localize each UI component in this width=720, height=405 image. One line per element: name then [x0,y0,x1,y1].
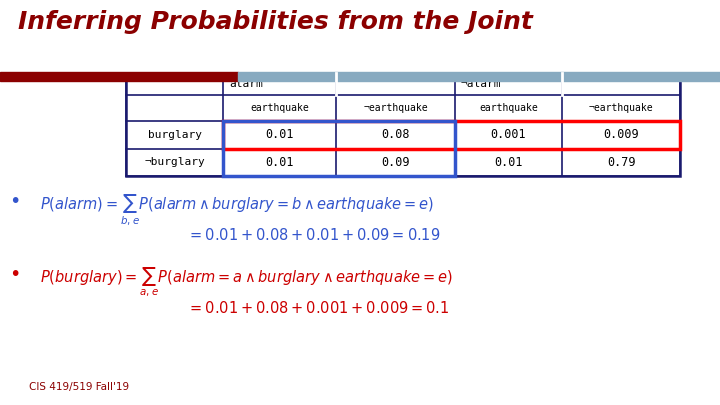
Text: $P(alarm) = \sum_{b,e} P(alarm \wedge burglary = b \wedge earthquake = e)$: $P(alarm) = \sum_{b,e} P(alarm \wedge bu… [40,192,433,227]
Text: 0.009: 0.009 [603,128,639,141]
Text: 0.79: 0.79 [607,156,635,169]
Text: 0.01: 0.01 [266,156,294,169]
Text: ¬alarm: ¬alarm [461,79,501,89]
Text: earthquake: earthquake [479,103,538,113]
Text: alarm: alarm [229,79,263,89]
Text: Inferring Probabilities from the Joint: Inferring Probabilities from the Joint [18,10,533,34]
Text: earthquake: earthquake [251,103,309,113]
Text: $= 0.01 + 0.08 + 0.01 + 0.09 = 0.19$: $= 0.01 + 0.08 + 0.01 + 0.09 = 0.19$ [187,227,441,243]
Bar [126,73,680,176]
Text: 0.01: 0.01 [266,128,294,141]
Bar [238,72,720,81]
Text: •: • [9,265,20,284]
Text: ¬burglary: ¬burglary [145,158,205,167]
Text: burglary: burglary [148,130,202,140]
Bar [0,72,238,81]
Text: 0.01: 0.01 [494,156,523,169]
Text: 0.08: 0.08 [382,128,410,141]
Text: $= 0.01 + 0.08 + 0.001 + 0.009 = 0.1$: $= 0.01 + 0.08 + 0.001 + 0.009 = 0.1$ [187,300,450,316]
Text: •: • [9,192,20,211]
Text: 0.001: 0.001 [490,128,526,141]
Text: ¬earthquake: ¬earthquake [589,103,653,113]
Text: 0.09: 0.09 [382,156,410,169]
Bar [223,121,455,176]
Text: ¬earthquake: ¬earthquake [364,103,428,113]
Bar [223,121,680,149]
Text: CIS 419/519 Fall'19: CIS 419/519 Fall'19 [29,382,129,392]
Text: $P(burglary) = \sum_{a,e} P(alarm = a \wedge burglary \wedge earthquake = e)$: $P(burglary) = \sum_{a,e} P(alarm = a \w… [40,265,452,298]
